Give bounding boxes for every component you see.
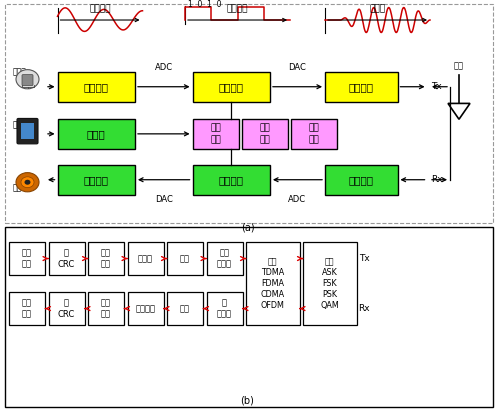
- Text: 數位訊號: 數位訊號: [219, 82, 244, 92]
- Bar: [242, 119, 288, 149]
- Bar: [206, 292, 242, 325]
- Text: 加
CRC: 加 CRC: [58, 249, 75, 269]
- Text: 交錢置: 交錢置: [138, 254, 153, 263]
- Bar: [128, 292, 164, 325]
- Text: 基頻
晶片: 基頻 晶片: [210, 124, 221, 144]
- Text: (a): (a): [240, 222, 254, 232]
- Text: 1  0  1  0: 1 0 1 0: [188, 0, 221, 9]
- Text: 數位訊號: 數位訊號: [227, 5, 248, 14]
- Text: 解密: 解密: [180, 304, 190, 313]
- Text: DAC: DAC: [155, 195, 172, 204]
- Text: Tx: Tx: [431, 82, 442, 91]
- Text: 高頻頻比: 高頻頻比: [349, 175, 374, 185]
- Bar: [290, 119, 337, 149]
- Bar: [58, 72, 135, 102]
- Bar: [167, 242, 203, 275]
- Text: 語音
解碼: 語音 解碼: [22, 299, 32, 319]
- Text: 證音訊號: 證音訊號: [89, 5, 111, 14]
- Circle shape: [16, 173, 39, 192]
- Bar: [246, 242, 300, 325]
- Bar: [48, 242, 84, 275]
- Bar: [88, 292, 124, 325]
- Bar: [325, 165, 398, 195]
- Text: 傳送
格式化: 傳送 格式化: [217, 249, 232, 269]
- Text: (b): (b): [240, 396, 254, 406]
- Text: 上網: 上網: [12, 121, 22, 130]
- Text: 射頻
晶片: 射頻 晶片: [308, 124, 319, 144]
- Text: Tx: Tx: [358, 254, 370, 263]
- Circle shape: [21, 177, 34, 188]
- Text: 低頻頻比: 低頻頻比: [84, 82, 109, 92]
- Text: 麦克風: 麦克風: [12, 67, 26, 76]
- Text: DAC: DAC: [288, 63, 306, 72]
- Text: 多工
TDMA
FDMA
CDMA
OFDM: 多工 TDMA FDMA CDMA OFDM: [260, 257, 285, 310]
- Text: 調變
ASK
FSK
PSK
QAM: 調變 ASK FSK PSK QAM: [320, 257, 339, 310]
- Bar: [9, 242, 45, 275]
- Text: 高頻頻比: 高頻頻比: [349, 82, 374, 92]
- Text: ADC: ADC: [154, 63, 173, 72]
- Bar: [5, 227, 492, 407]
- Text: 數位訊號: 數位訊號: [219, 175, 244, 185]
- Text: 加密: 加密: [180, 254, 190, 263]
- Text: ADC: ADC: [288, 195, 306, 204]
- Text: 解
CRC: 解 CRC: [58, 299, 75, 319]
- Text: 解交錢置: 解交錢置: [136, 304, 156, 313]
- Text: 解
格式化: 解 格式化: [217, 299, 232, 319]
- Bar: [5, 4, 492, 223]
- Bar: [167, 292, 203, 325]
- Bar: [58, 165, 135, 195]
- Text: 嗚叭: 嗚叭: [12, 183, 22, 192]
- Text: 語音
編碼: 語音 編碼: [22, 249, 32, 269]
- Text: 低頻頻比: 低頻頻比: [84, 175, 109, 185]
- Bar: [206, 242, 242, 275]
- Text: Rx: Rx: [358, 304, 370, 313]
- Circle shape: [24, 180, 30, 185]
- Bar: [325, 72, 398, 102]
- Text: 電磁波: 電磁波: [370, 5, 386, 14]
- Bar: [192, 119, 238, 149]
- Bar: [58, 119, 135, 149]
- FancyBboxPatch shape: [22, 75, 33, 85]
- Text: Rx: Rx: [430, 175, 442, 184]
- Bar: [303, 242, 356, 325]
- Bar: [48, 292, 84, 325]
- Text: 天線: 天線: [454, 61, 464, 70]
- Bar: [21, 123, 34, 139]
- Text: 中頻
晶片: 中頻 晶片: [259, 124, 270, 144]
- Circle shape: [16, 70, 39, 89]
- Bar: [192, 165, 270, 195]
- Bar: [88, 242, 124, 275]
- Bar: [128, 242, 164, 275]
- Text: 頻道
解碼: 頻道 解碼: [101, 299, 111, 319]
- Bar: [192, 72, 270, 102]
- Bar: [9, 292, 45, 325]
- Text: 頻道
編碼: 頻道 編碼: [101, 249, 111, 269]
- Text: 資料包: 資料包: [87, 129, 106, 139]
- FancyBboxPatch shape: [17, 118, 38, 144]
